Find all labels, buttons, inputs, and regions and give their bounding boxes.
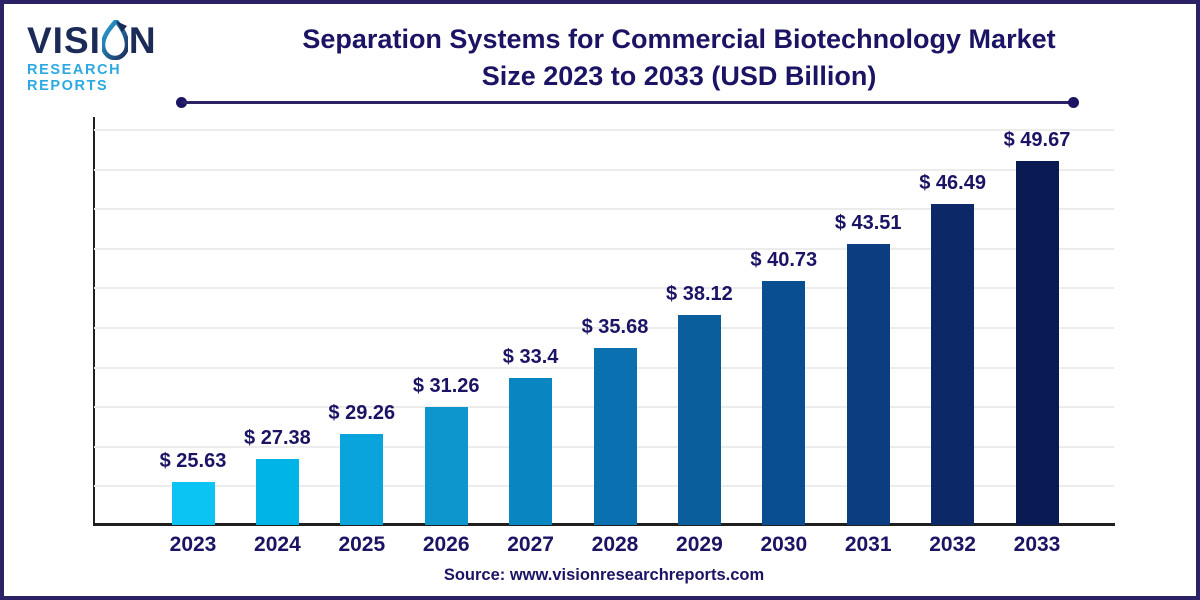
bar-2024 (255, 458, 299, 525)
brand-logo: VISI N RESEARCH REPORTS (27, 17, 197, 94)
bar-value-label: $ 49.67 (1003, 129, 1071, 152)
gridline (94, 327, 1114, 329)
x-tick-2029: 2029 (676, 533, 723, 556)
bar-value-label: $ 40.73 (750, 248, 818, 271)
x-tick-2023: 2023 (169, 533, 217, 556)
bar-2031 (846, 243, 890, 525)
bar-2027 (509, 378, 553, 525)
plot-area: $ 25.63 $ 27.38 $ 29.26 $ 31.26 $ 33.4 $ 35.6… (94, 129, 1114, 525)
x-tick-2030: 2030 (760, 533, 808, 556)
bar-2030 (762, 280, 806, 525)
bar-2032 (931, 203, 975, 525)
x-axis-labels: 2023 2024 2025 2026 2027 2028 2029 2030 2031 2032… (94, 533, 1114, 559)
bar-value-label: $ 46.49 (919, 171, 986, 194)
x-tick-2024: 2024 (254, 533, 301, 556)
x-tick-2028: 2028 (591, 533, 639, 556)
bar-value-label: $ 33.4 (502, 346, 559, 369)
gridline (94, 247, 1114, 250)
gridline (94, 129, 1114, 131)
chart-title-line1: Separation Systems for Commercial Biotec… (302, 24, 1056, 54)
x-tick-2032: 2032 (929, 533, 976, 556)
x-tick-2033: 2033 (1013, 533, 1061, 556)
brand-subtitle: RESEARCH REPORTS (27, 62, 122, 94)
x-tick-2025: 2025 (338, 533, 386, 556)
bar-2028 (593, 347, 637, 525)
brand-name-prefix: VISI (27, 20, 101, 61)
source-note: Source: www.visionresearchreports.com (443, 566, 765, 584)
bar-2026 (424, 406, 468, 525)
bar-value-label: $ 27.38 (244, 426, 311, 449)
title-divider (181, 101, 1074, 104)
brand-name: VISI N (27, 17, 197, 61)
bar-value-label: $ 29.26 (328, 401, 396, 424)
bar-2033 (1015, 161, 1059, 525)
chart-title: Separation Systems for Commercial Biotec… (194, 21, 1164, 95)
gridline (94, 208, 1114, 211)
chart-title-line2: Size 2023 to 2033 (USD Billion) (481, 61, 877, 91)
bar-2025 (340, 433, 384, 525)
bar-value-label: $ 35.68 (581, 315, 649, 338)
gridline (94, 287, 1114, 290)
divider-dot-right (1068, 97, 1079, 108)
bar-value-label: $ 25.63 (159, 449, 227, 472)
y-axis-line (93, 117, 95, 525)
bar-2023 (171, 481, 215, 525)
bar-value-label: $ 43.51 (834, 211, 902, 234)
bar-value-label: $ 38.12 (666, 283, 733, 306)
droplet-icon (100, 17, 130, 61)
x-tick-2026: 2026 (422, 533, 470, 556)
bar-value-label: $ 31.26 (412, 374, 480, 397)
bar-2029 (677, 315, 721, 525)
x-tick-2031: 2031 (844, 533, 892, 556)
x-tick-2027: 2027 (507, 533, 554, 556)
brand-name-suffix: N (128, 20, 157, 61)
gridline (94, 168, 1114, 171)
